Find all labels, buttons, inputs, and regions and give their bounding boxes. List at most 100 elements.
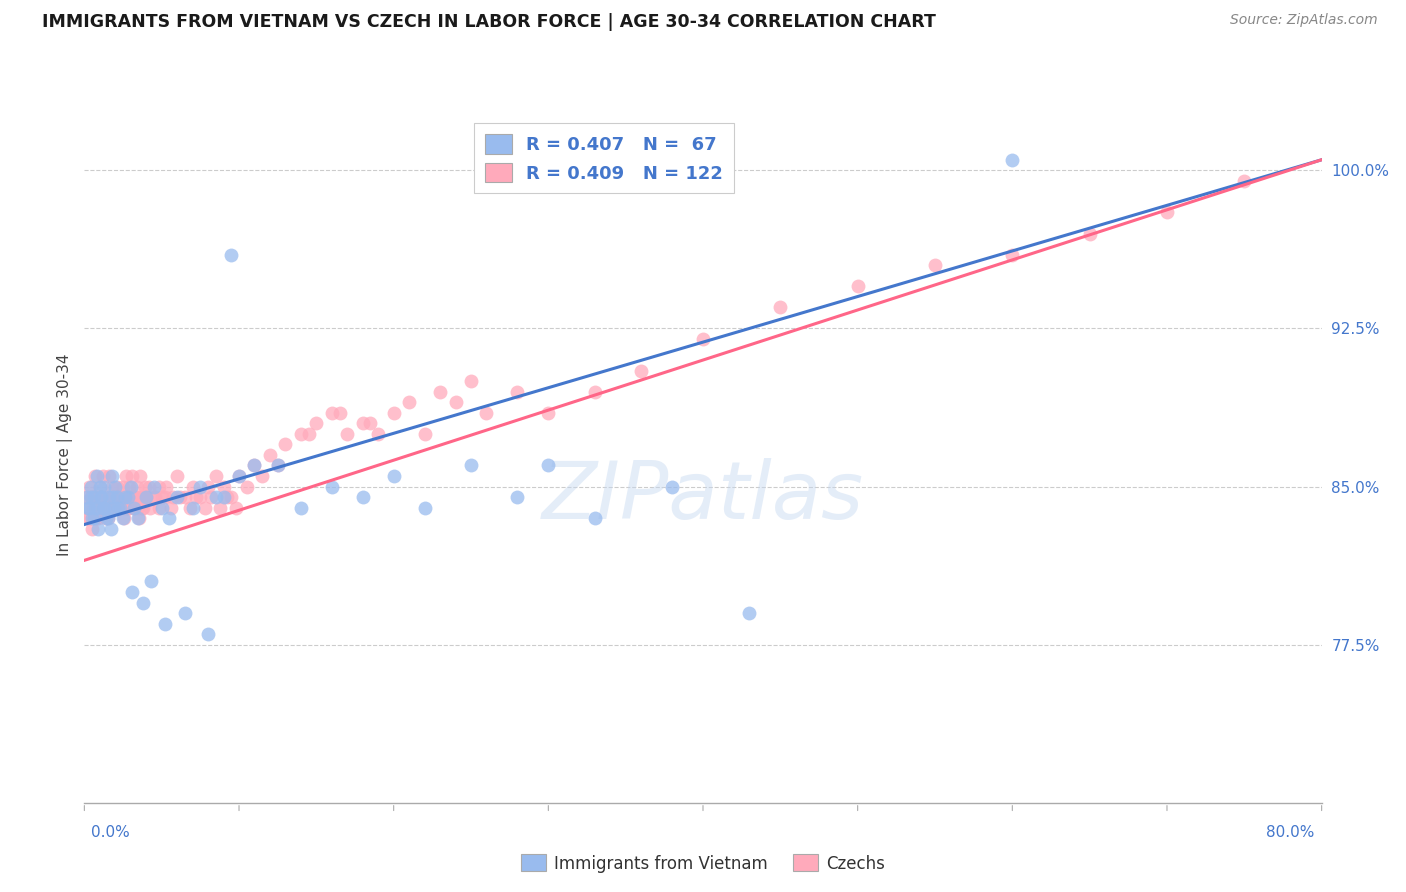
Point: [148, 500, 170, 515]
Point: [1001, 153, 1024, 167]
Point: [150, 500, 173, 515]
Point: [115, 469, 138, 483]
Point: [118, 490, 141, 504]
Point: [105, 479, 128, 493]
Point: [129, 469, 152, 483]
Point: [506, 490, 529, 504]
Point: [194, 500, 217, 515]
Point: [105, 490, 128, 504]
Point: [93, 479, 115, 493]
Point: [209, 500, 232, 515]
Point: [583, 384, 606, 399]
Point: [121, 585, 143, 599]
Point: [352, 417, 374, 431]
Point: [97, 511, 120, 525]
Point: [91, 500, 114, 515]
Point: [367, 426, 389, 441]
Point: [122, 500, 145, 515]
Point: [160, 500, 183, 515]
Point: [150, 490, 173, 504]
Point: [103, 500, 125, 515]
Point: [174, 490, 197, 504]
Point: [80, 490, 103, 504]
Point: [127, 500, 149, 515]
Point: [82, 511, 104, 525]
Point: [537, 406, 560, 420]
Point: [131, 490, 153, 504]
Point: [107, 500, 129, 515]
Point: [329, 406, 352, 420]
Point: [83, 490, 105, 504]
Point: [77, 479, 100, 493]
Point: [259, 448, 281, 462]
Point: [97, 511, 120, 525]
Point: [413, 500, 436, 515]
Point: [290, 426, 312, 441]
Point: [159, 511, 180, 525]
Point: [221, 490, 243, 504]
Point: [79, 511, 101, 525]
Point: [429, 384, 451, 399]
Point: [444, 395, 467, 409]
Point: [382, 469, 405, 483]
Point: [120, 490, 142, 504]
Point: [103, 490, 125, 504]
Point: [86, 500, 108, 515]
Point: [84, 469, 107, 483]
Point: [228, 469, 250, 483]
Point: [336, 426, 359, 441]
Point: [132, 500, 155, 515]
Point: [225, 500, 247, 515]
Point: [135, 490, 157, 504]
Point: [132, 595, 155, 609]
Point: [181, 479, 204, 493]
Point: [661, 479, 683, 493]
Point: [98, 490, 121, 504]
Point: [107, 490, 129, 504]
Point: [90, 490, 112, 504]
Point: [1156, 205, 1178, 219]
Point: [125, 479, 148, 493]
Point: [692, 332, 714, 346]
Point: [153, 490, 176, 504]
Point: [124, 490, 146, 504]
Text: IMMIGRANTS FROM VIETNAM VS CZECH IN LABOR FORCE | AGE 30-34 CORRELATION CHART: IMMIGRANTS FROM VIETNAM VS CZECH IN LABO…: [42, 13, 936, 31]
Point: [460, 458, 482, 473]
Point: [108, 500, 131, 515]
Point: [117, 490, 139, 504]
Point: [155, 479, 177, 493]
Point: [475, 406, 498, 420]
Point: [228, 469, 250, 483]
Point: [143, 490, 166, 504]
Point: [79, 479, 101, 493]
Point: [212, 490, 235, 504]
Point: [82, 500, 104, 515]
Point: [125, 490, 148, 504]
Point: [267, 458, 290, 473]
Point: [98, 469, 121, 483]
Legend: R = 0.407   N =  67, R = 0.409   N = 122: R = 0.407 N = 67, R = 0.409 N = 122: [474, 123, 734, 194]
Point: [91, 469, 114, 483]
Point: [100, 500, 122, 515]
Point: [174, 606, 197, 620]
Point: [96, 500, 118, 515]
Point: [127, 511, 149, 525]
Point: [181, 500, 204, 515]
Point: [188, 479, 212, 493]
Text: ZIPatlas: ZIPatlas: [541, 458, 865, 536]
Point: [100, 490, 122, 504]
Point: [197, 627, 219, 641]
Point: [117, 500, 139, 515]
Point: [107, 500, 129, 515]
Point: [460, 374, 482, 388]
Point: [110, 490, 132, 504]
Point: [104, 479, 127, 493]
Point: [139, 574, 162, 589]
Text: Source: ZipAtlas.com: Source: ZipAtlas.com: [1230, 13, 1378, 28]
Point: [134, 479, 156, 493]
Point: [184, 490, 207, 504]
Point: [166, 490, 188, 504]
Point: [114, 500, 136, 515]
Point: [148, 479, 170, 493]
Point: [134, 490, 156, 504]
